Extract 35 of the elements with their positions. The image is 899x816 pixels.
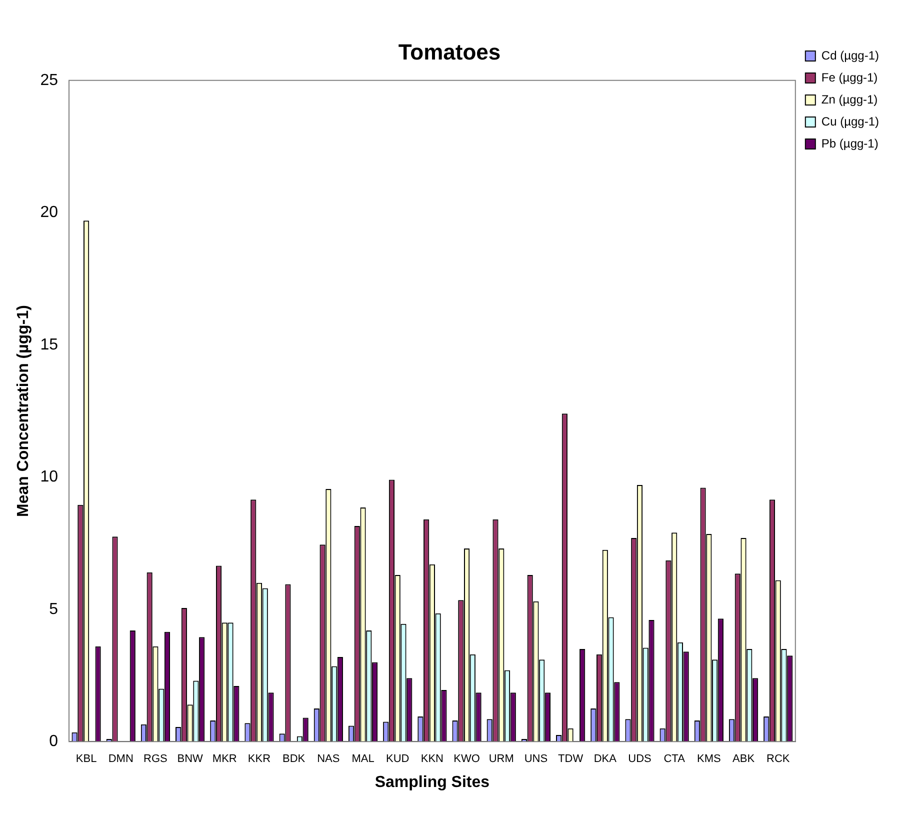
x-tick-label: UNS <box>524 753 548 766</box>
x-tick-label: KUD <box>386 753 410 766</box>
legend-label: Pb (µgg-1) <box>821 136 878 150</box>
legend-label: Cu (µgg-1) <box>821 114 880 128</box>
y-tick-label: 25 <box>40 72 58 89</box>
x-tick-label: KWO <box>454 753 480 766</box>
y-tick-label: 15 <box>40 336 58 354</box>
chart-title: Tomatoes <box>398 39 501 64</box>
y-tick-label: 20 <box>40 204 58 222</box>
x-tick-label: TDW <box>558 753 584 766</box>
x-tick-label: CTA <box>664 753 686 766</box>
x-tick-label: DMN <box>108 753 134 766</box>
y-tick-label: 5 <box>49 600 58 618</box>
legend-label: Zn (µgg-1) <box>821 92 878 106</box>
x-axis-title: Sampling Sites <box>374 774 490 791</box>
x-tick-label: ABK <box>732 753 756 766</box>
x-tick-label: KMS <box>697 753 721 766</box>
x-tick-label: KBL <box>76 753 97 766</box>
x-tick-label: BDK <box>282 753 306 766</box>
x-tick-label: MKR <box>212 753 237 766</box>
x-tick-label: RGS <box>144 753 168 766</box>
x-tick-label: UDS <box>628 753 652 766</box>
legend-label: Fe (µgg-1) <box>821 70 878 84</box>
y-axis-title: Mean Concentration (µgg-1) <box>15 305 32 517</box>
x-tick-label: DKA <box>594 753 618 766</box>
x-tick-label: BNW <box>177 753 204 766</box>
x-tick-label: RCK <box>766 753 790 766</box>
x-tick-label: KKR <box>248 753 271 766</box>
y-tick-label: 0 <box>49 733 58 750</box>
x-tick-label: URM <box>488 753 514 766</box>
x-tick-label: MAL <box>352 753 374 766</box>
x-tick-label: NAS <box>317 753 340 766</box>
legend-label: Cd (µgg-1) <box>821 48 880 62</box>
x-tick-label: KKN <box>420 753 444 766</box>
y-tick-label: 10 <box>40 468 58 486</box>
